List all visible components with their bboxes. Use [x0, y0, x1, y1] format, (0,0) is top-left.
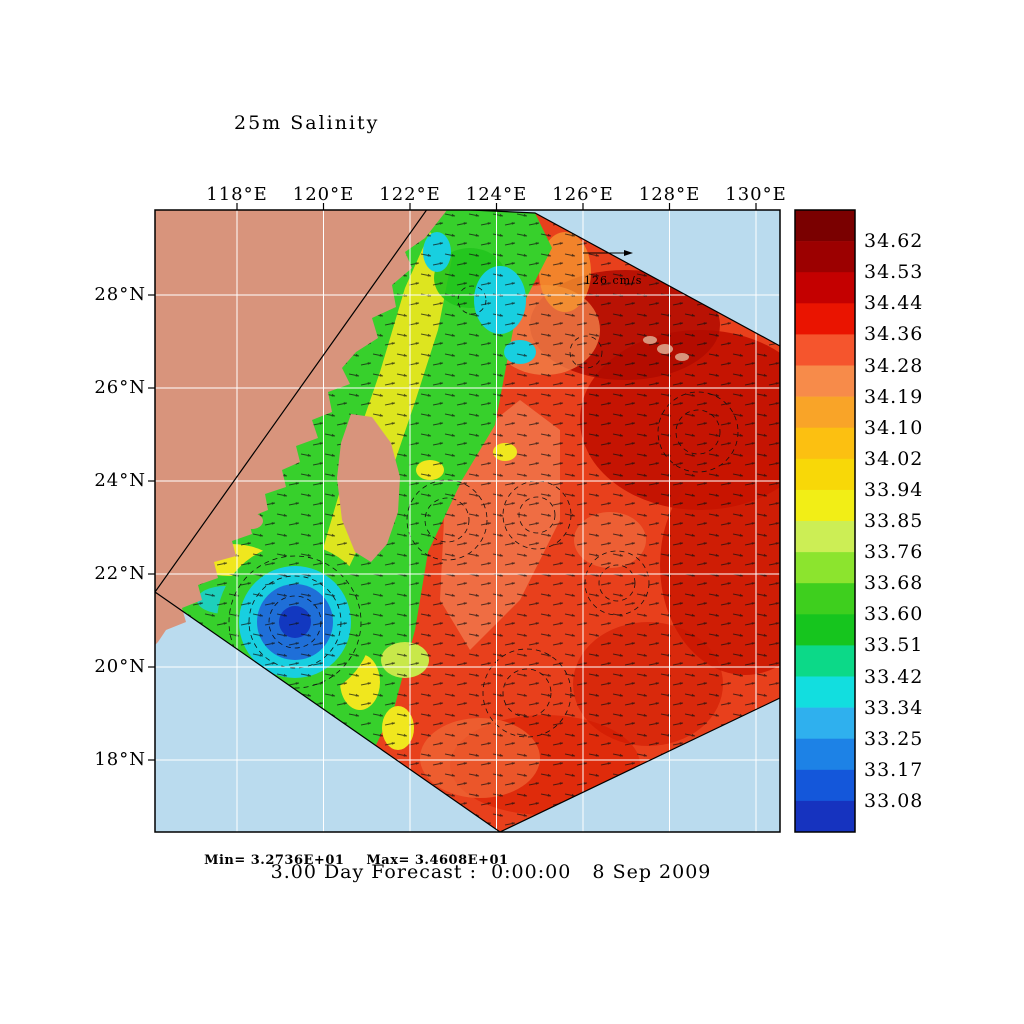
- colorbar-border: [794, 209, 856, 833]
- colorbar-segment: [795, 458, 855, 491]
- colorbar-segment: [795, 676, 855, 708]
- ryukyu-islet: [675, 353, 689, 361]
- colorbar-segment: [795, 738, 855, 771]
- colorbar-segment: [795, 334, 855, 366]
- colorbar-segment: [795, 583, 855, 615]
- vector-scale-label: 126 cm/s: [584, 274, 643, 287]
- colorbar-tick-label: 33.34: [864, 697, 924, 719]
- colorbar-segment: [795, 241, 855, 273]
- colorbar-segment: [795, 521, 855, 553]
- colorbar-tick-label: 33.68: [864, 572, 924, 594]
- vector-scale-arrow: [583, 250, 633, 256]
- colorbar-segment: [795, 614, 855, 646]
- taiwan-island: [337, 414, 400, 562]
- ryukyu-islet: [657, 344, 673, 354]
- colorbar-tick-label: 34.44: [864, 292, 924, 314]
- y-tick-label: 18°N: [94, 749, 146, 770]
- colorbar-tick-label: 33.76: [864, 541, 924, 563]
- colorbar-segment: [795, 272, 855, 304]
- colorbar-tick-label: 34.10: [864, 417, 924, 439]
- colorbar-segment: [795, 800, 855, 832]
- field-stats: Min= 3.2736E+01 Max= 3.4608E+01: [194, 838, 531, 868]
- colorbar-tick-label: 34.53: [864, 261, 924, 283]
- x-tick-label: 130°E: [725, 184, 787, 205]
- colorbar-tick-label: 34.28: [864, 355, 924, 377]
- ryukyu-islet: [643, 336, 657, 344]
- colorbar-segment: [795, 303, 855, 335]
- colorbar: [794, 209, 856, 833]
- y-tick-label: 22°N: [94, 563, 146, 584]
- colorbar-tick-label: 34.19: [864, 386, 924, 408]
- min-value-label: Min= 3.2736E+01: [204, 853, 345, 868]
- colorbar-segment: [795, 645, 855, 677]
- x-tick-label: 120°E: [292, 184, 355, 205]
- x-tick-label: 124°E: [465, 184, 528, 205]
- colorbar-segment: [795, 427, 855, 460]
- colorbar-segment: [795, 707, 855, 739]
- y-tick-label: 26°N: [94, 377, 146, 398]
- coastal-islet: [277, 249, 287, 255]
- axis-ticks: [148, 203, 757, 761]
- colorbar-segment: [795, 365, 855, 397]
- colorbar-tick-label: 33.42: [864, 666, 924, 688]
- colorbar-segment: [795, 396, 855, 428]
- colorbar-tick-label: 34.36: [864, 323, 924, 345]
- x-tick-label: 128°E: [638, 184, 701, 205]
- max-value-label: Max= 3.4608E+01: [366, 853, 509, 868]
- y-tick-label: 28°N: [94, 284, 146, 305]
- x-tick-label: 122°E: [379, 184, 441, 205]
- colorbar-segment: [795, 210, 855, 242]
- eddy-swirls: [228, 285, 739, 738]
- graticule: [155, 210, 780, 832]
- colorbar-segment: [795, 489, 855, 522]
- forecast-caption: 3.00 Day Forecast : 0:00:00 8 Sep 2009: [270, 861, 712, 883]
- china-mainland: [155, 210, 447, 645]
- coastal-islet: [262, 243, 274, 249]
- colorbar-segment: [795, 769, 855, 802]
- x-tick-label: 126°E: [552, 184, 614, 205]
- colorbar-tick-label: 34.02: [864, 448, 924, 470]
- plot-frame: [154, 209, 781, 833]
- y-tick-label: 20°N: [94, 656, 146, 677]
- y-tick-label: 24°N: [94, 470, 146, 491]
- colorbar-tick-label: 33.94: [864, 479, 924, 501]
- colorbar-segment: [795, 552, 855, 584]
- plot-title: 25m Salinity: [234, 112, 380, 134]
- colorbar-tick-label: 33.60: [864, 603, 924, 625]
- colorbar-tick-label: 33.85: [864, 510, 924, 532]
- colorbar-tick-label: 33.25: [864, 728, 924, 750]
- colorbar-tick-label: 33.08: [864, 790, 924, 812]
- colorbar-tick-label: 33.51: [864, 634, 924, 656]
- colorbar-tick-label: 34.62: [864, 230, 924, 252]
- land-masses: [155, 210, 689, 645]
- colorbar-tick-label: 33.17: [864, 759, 924, 781]
- penghu-island: [241, 513, 263, 529]
- x-tick-label: 118°E: [206, 184, 268, 205]
